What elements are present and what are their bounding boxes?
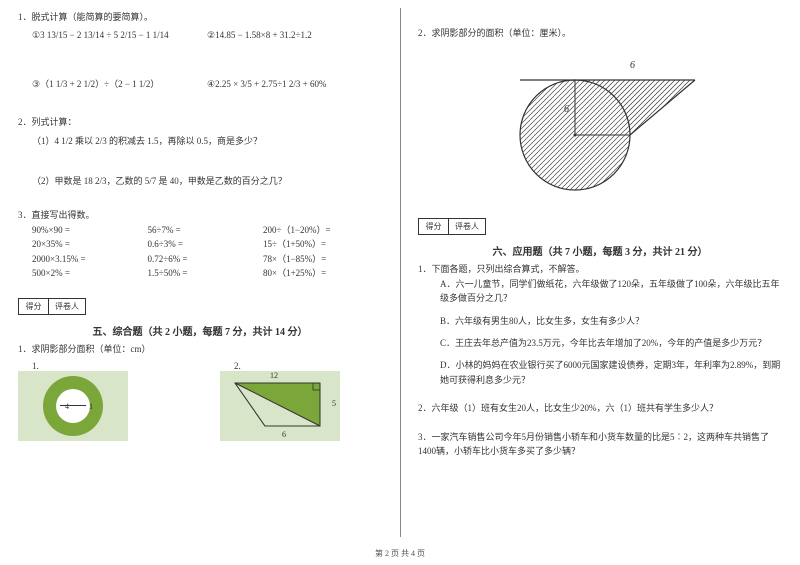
s6-q1: 1．下面各题，只列出综合算式，不解答。 A．六一儿童节，同学们做纸花，六年级做了… [418, 262, 782, 387]
s5-fig2-label: 2. [220, 361, 382, 371]
page-footer: 第 2 页 共 4 页 [0, 548, 800, 559]
trap-svg [220, 371, 340, 441]
s6-q1-title: 1．下面各题，只列出综合算式，不解答。 [418, 262, 782, 276]
section-6: 得分 评卷人 六、应用题（共 7 小题，每题 3 分，共计 21 分） 1．下面… [418, 214, 782, 458]
r-q2-title: 2．求阴影部分的面积（单位：厘米）。 [418, 26, 782, 40]
circle-radius-label: 6 [564, 102, 569, 118]
q1-item-1: ①3 13/15 − 2 13/14 ÷ 5 2/15 − 1 1/14 [32, 28, 207, 42]
score-label: 得分 [19, 299, 49, 314]
trap-top: 12 [270, 371, 278, 380]
q3-c: 20×35% = [32, 237, 148, 251]
trap-bottom: 6 [282, 430, 286, 439]
q3-c: 80×（1+25%）= [263, 266, 382, 280]
section-5: 得分 评卷人 五、综合题（共 2 小题，每题 7 分，共计 14 分） 1．求阴… [18, 294, 382, 441]
q2-b: （2）甲数是 18 2/3，乙数的 5/7 是 40，甲数是乙数的百分之几？ [18, 174, 382, 188]
s6-q1-a: A．六一儿童节，同学们做纸花，六年级做了120朵，五年级做了100朵，六年级比五… [440, 277, 782, 306]
circle-svg [490, 50, 710, 200]
trap-side: 5 [332, 399, 336, 408]
q3-row-3: 500×2% = 1.5÷50% = 80×（1+25%）= [32, 266, 382, 280]
q3-c: 0.6÷3% = [148, 237, 264, 251]
q3-c: 500×2% = [32, 266, 148, 280]
r-q2: 2．求阴影部分的面积（单位：厘米）。 [418, 26, 782, 200]
q3-c: 0.72÷6% = [148, 252, 264, 266]
q3-c: 15÷（1+50%）= [263, 237, 382, 251]
score-box-6: 得分 评卷人 [418, 218, 486, 235]
ring-gap-dim: 1 [89, 402, 93, 411]
s5-fig1-label: 1. [18, 361, 180, 371]
s6-q1-b: B．六年级有男生80人，比女生多，女生有多少人？ [440, 314, 782, 328]
q2-title: 2．列式计算： [18, 115, 382, 129]
q3-row-1: 20×35% = 0.6÷3% = 15÷（1+50%）= [32, 237, 382, 251]
q3-title: 3．直接写出得数。 [18, 208, 382, 222]
q3-c: 2000×3.15% = [32, 252, 148, 266]
ring-figure: 4 1 [18, 371, 128, 441]
q3-c: 78×（1−85%）= [263, 252, 382, 266]
right-column: 2．求阴影部分的面积（单位：厘米）。 [400, 0, 800, 565]
q3-c: 90%×90 = [32, 223, 148, 237]
ring-outer-dim: 4 [65, 402, 69, 411]
section-6-title: 六、应用题（共 7 小题，每题 3 分，共计 21 分） [418, 243, 782, 258]
left-column: 1．脱式计算（能简算的要简算）。 ①3 13/15 − 2 13/14 ÷ 5 … [0, 0, 400, 565]
q3-row-2: 2000×3.15% = 0.72÷6% = 78×（1−85%）= [32, 252, 382, 266]
grader-label: 评卷人 [49, 299, 85, 314]
q3: 3．直接写出得数。 90%×90 = 56÷7% = 200÷（1−20%）= … [18, 208, 382, 280]
circle-top-label: 6 [630, 58, 635, 74]
circle-figure: 6 6 [490, 50, 710, 200]
q1-title: 1．脱式计算（能简算的要简算）。 [18, 10, 382, 24]
section-5-title: 五、综合题（共 2 小题，每题 7 分，共计 14 分） [18, 323, 382, 338]
q1-item-4: ④2.25 × 3/5 + 2.75÷1 2/3 + 60% [207, 77, 382, 91]
q3-c: 1.5÷50% = [148, 266, 264, 280]
q1-item-3: ③（1 1/3 + 2 1/2）÷（2 − 1 1/2） [32, 77, 207, 91]
s6-q2: 2．六年级（1）班有女生20人，比女生少20%，六（1）班共有学生多少人？ [418, 401, 782, 415]
q1: 1．脱式计算（能简算的要简算）。 ①3 13/15 − 2 13/14 ÷ 5 … [18, 10, 382, 91]
s6-q3: 3．一家汽车销售公司今年5月份销售小轿车和小货车数量的比是5︰2，这两种车共销售… [418, 430, 782, 459]
score-label: 得分 [419, 219, 449, 234]
q3-row-0: 90%×90 = 56÷7% = 200÷（1−20%）= [32, 223, 382, 237]
q2: 2．列式计算： （1）4 1/2 乘以 2/3 的积减去 1.5，再除以 0.5… [18, 115, 382, 188]
score-box-5: 得分 评卷人 [18, 298, 86, 315]
grader-label: 评卷人 [449, 219, 485, 234]
q2-a: （1）4 1/2 乘以 2/3 的积减去 1.5，再除以 0.5，商是多少？ [18, 134, 382, 148]
s6-q1-c: C．王庄去年总产值为23.5万元，今年比去年增加了20%，今年的产值是多少万元？ [440, 336, 782, 350]
trapezoid-figure: 12 5 6 [220, 371, 340, 441]
s5-q1: 1．求阴影部分面积（单位：cm） [18, 342, 382, 355]
s6-q1-d: D．小林的妈妈在农业银行买了6000元国家建设债券，定期3年，年利率为2.89%… [440, 358, 782, 387]
s5-figures: 1. 4 1 2. [18, 361, 382, 441]
q3-c: 200÷（1−20%）= [263, 223, 382, 237]
q1-item-2: ②14.85 − 1.58×8 + 31.2÷1.2 [207, 28, 382, 42]
q3-c: 56÷7% = [148, 223, 264, 237]
